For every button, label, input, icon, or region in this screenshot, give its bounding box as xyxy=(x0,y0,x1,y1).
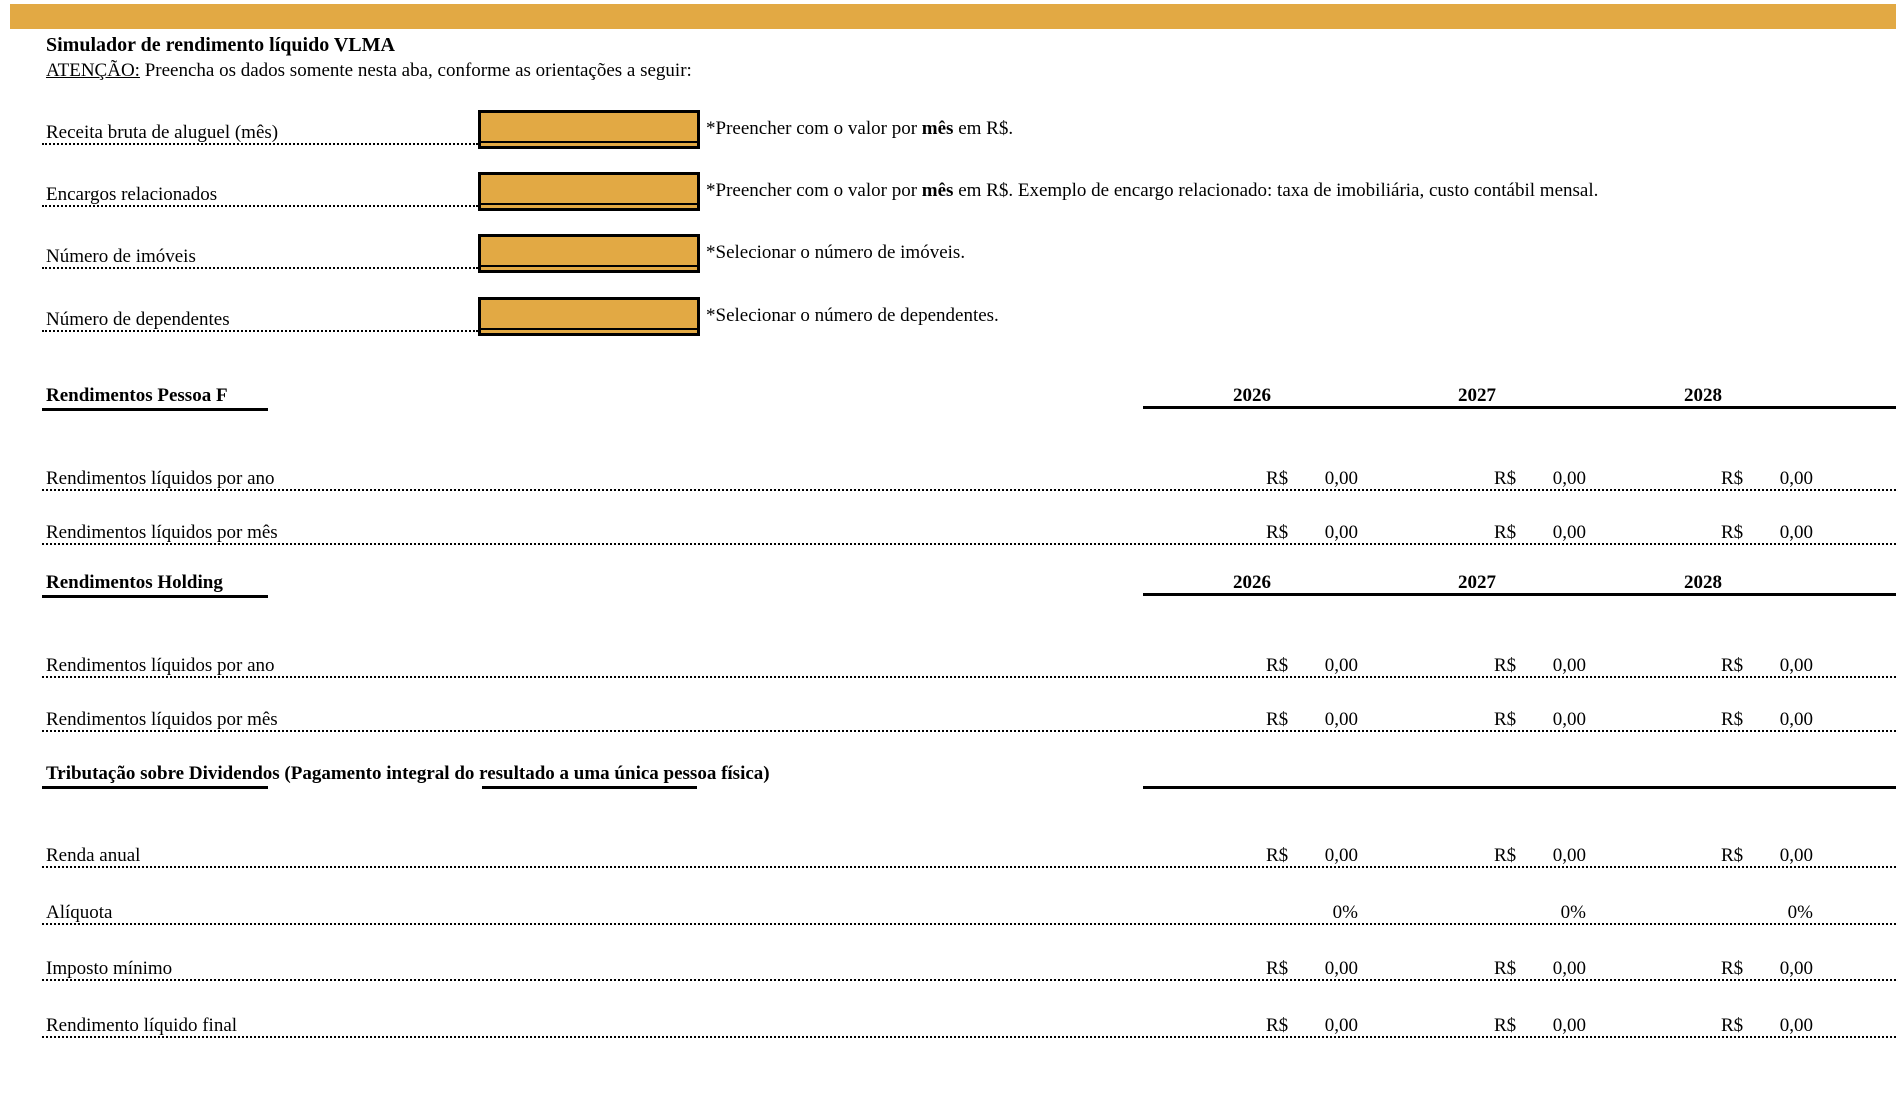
value-cell: R$ 0,00 xyxy=(1266,1015,1358,1036)
input-note-receita-bruta: *Preencher com o valor por mês em R$. xyxy=(706,118,1014,139)
table-row-rendimento-final: Rendimento líquido final R$ 0,00 R$ 0,00 R… xyxy=(42,1015,1896,1038)
table-row-imposto-minimo: Imposto mínimo R$ 0,00 R$ 0,00 R$ 0,00 xyxy=(42,958,1896,981)
year-header-2028: 2028 xyxy=(1684,572,1722,593)
value-cell: R$ 0,00 xyxy=(1494,468,1586,489)
input-label-numero-imoveis: Número de imóveis xyxy=(42,234,478,269)
value-cell: R$ 0,00 xyxy=(1721,709,1813,730)
table-row-pf-ano: Rendimentos líquidos por ano R$ 0,00 R$ 0,… xyxy=(42,468,1896,491)
value-cell: R$ 0,00 xyxy=(1494,958,1586,979)
section-title-pessoa-f: Rendimentos Pessoa F xyxy=(42,385,268,411)
input-note-numero-dependentes: *Selecionar o número de dependentes. xyxy=(706,305,999,326)
year-header-2028: 2028 xyxy=(1684,385,1722,406)
section-underline-segment xyxy=(42,786,268,789)
value-cell: R$ 0,00 xyxy=(1266,522,1358,543)
year-header-rule xyxy=(1143,593,1896,596)
input-cell-receita-bruta[interactable] xyxy=(478,110,700,149)
attention-text: Preencha os dados somente nesta aba, con… xyxy=(139,60,692,81)
year-header-2027: 2027 xyxy=(1458,385,1496,406)
value-cell: R$ 0,00 xyxy=(1494,522,1586,543)
table-row-pf-mes: Rendimentos líquidos por mês R$ 0,00 R$ 0,… xyxy=(42,522,1896,545)
value-cell: R$ 0,00 xyxy=(1494,1015,1586,1036)
section-title-holding: Rendimentos Holding xyxy=(42,572,268,598)
attention-label: ATENÇÃO: xyxy=(46,60,140,81)
input-label-receita-bruta: Receita bruta de aluguel (mês) xyxy=(42,110,478,145)
input-label-encargos: Encargos relacionados xyxy=(42,172,478,207)
section-title-tributacao: Tributação sobre Dividendos (Pagamento i… xyxy=(46,763,770,784)
input-label-numero-dependentes: Número de dependentes xyxy=(42,297,478,332)
value-cell: R$ 0,00 xyxy=(1266,958,1358,979)
section-underline-segment xyxy=(482,786,697,789)
year-header-rule xyxy=(1143,406,1896,409)
value-cell: R$ 0,00 xyxy=(1721,522,1813,543)
value-cell: R$ 0,00 xyxy=(1266,845,1358,866)
value-cell: R$ 0,00 xyxy=(1721,1015,1813,1036)
table-row-renda-anual: Renda anual R$ 0,00 R$ 0,00 R$ 0,00 xyxy=(42,845,1896,868)
value-cell: R$ 0,00 xyxy=(1266,709,1358,730)
value-cell: R$ 0,00 xyxy=(1721,958,1813,979)
page-title: Simulador de rendimento líquido VLMA xyxy=(46,34,395,56)
input-note-encargos: *Preencher com o valor por mês em R$. Ex… xyxy=(706,180,1599,201)
input-cell-numero-dependentes[interactable] xyxy=(478,297,700,336)
input-cell-encargos[interactable] xyxy=(478,172,700,211)
input-note-numero-imoveis: *Selecionar o número de imóveis. xyxy=(706,242,966,263)
year-header-2027: 2027 xyxy=(1458,572,1496,593)
value-cell: 0% xyxy=(1332,902,1358,923)
top-accent-bar xyxy=(10,4,1896,29)
table-row-aliquota: Alíquota 0% 0% 0% xyxy=(42,902,1896,925)
year-header-2026: 2026 xyxy=(1233,572,1271,593)
value-cell: R$ 0,00 xyxy=(1721,655,1813,676)
value-cell: R$ 0,00 xyxy=(1494,709,1586,730)
input-cell-numero-imoveis[interactable] xyxy=(478,234,700,273)
value-cell: R$ 0,00 xyxy=(1494,845,1586,866)
value-cell: R$ 0,00 xyxy=(1721,845,1813,866)
value-cell: R$ 0,00 xyxy=(1266,655,1358,676)
value-cell: 0% xyxy=(1560,902,1586,923)
value-cell: R$ 0,00 xyxy=(1494,655,1586,676)
year-header-2026: 2026 xyxy=(1233,385,1271,406)
table-row-holding-mes: Rendimentos líquidos por mês R$ 0,00 R$ 0,… xyxy=(42,709,1896,732)
attention-note: ATENÇÃO: Preencha os dados somente nesta… xyxy=(46,60,692,82)
value-cell: R$ 0,00 xyxy=(1721,468,1813,489)
table-row-holding-ano: Rendimentos líquidos por ano R$ 0,00 R$ 0,… xyxy=(42,655,1896,678)
value-cell: R$ 0,00 xyxy=(1266,468,1358,489)
value-cell: 0% xyxy=(1787,902,1813,923)
section-right-rule xyxy=(1143,786,1896,789)
